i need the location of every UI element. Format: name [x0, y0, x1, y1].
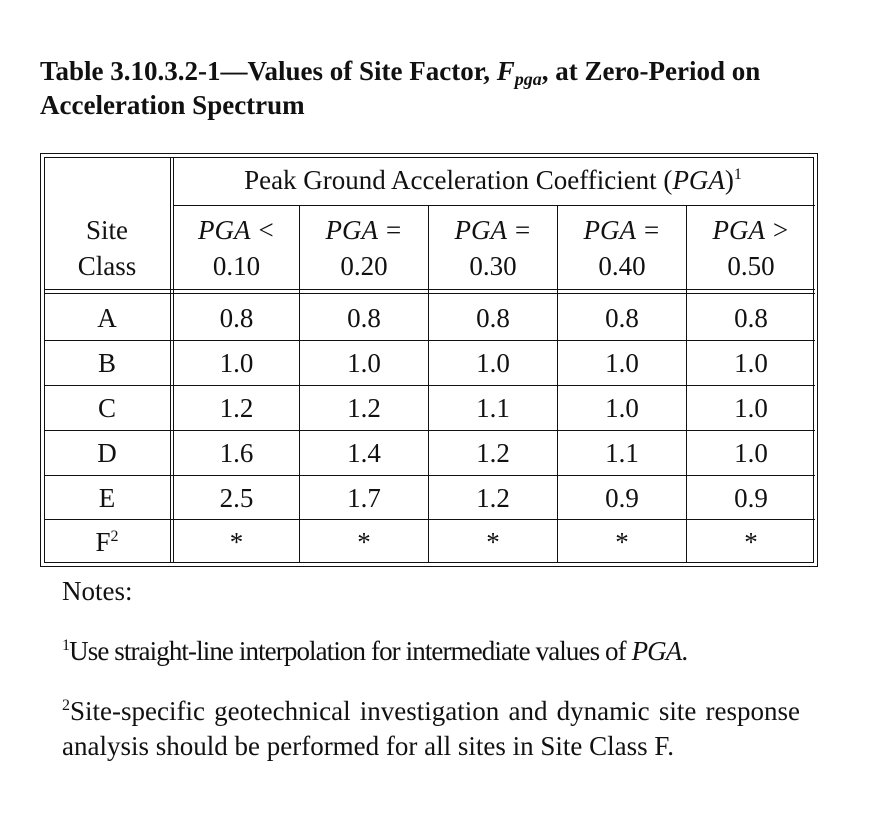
- title-text-start: Table 3.10.3.2-1—Values of Site Factor,: [40, 56, 497, 86]
- note-1: 1Use straight-line interpolation for int…: [62, 634, 688, 669]
- site-factor-value: 1.0: [605, 348, 639, 378]
- note-2-number: 2: [62, 697, 70, 714]
- pga-column-operator: PGA <: [198, 215, 275, 245]
- note-2-text: Site-specific geotechnical investigation…: [62, 696, 800, 761]
- site-factor-value: *: [744, 527, 758, 557]
- site-factor-value: 1.0: [734, 438, 768, 468]
- site-factor-value: 0.8: [347, 303, 381, 333]
- site-factor-value: *: [615, 527, 629, 557]
- site-class-cell: F2: [44, 524, 170, 560]
- column-divider-line: [686, 205, 687, 563]
- notes-heading: Notes:: [62, 576, 133, 606]
- column-divider-line: [299, 205, 300, 563]
- site-class-divider-line: [170, 157, 171, 563]
- header-separator-line: [44, 293, 815, 294]
- site-class-label: D: [97, 438, 117, 468]
- pga-group-header-note: 1: [733, 166, 742, 183]
- site-class-cell: E: [44, 480, 170, 516]
- note-1-text: Use straight-line interpolation for inte…: [69, 636, 632, 666]
- row-divider-line: [44, 340, 815, 341]
- pga-group-header-text: Peak Ground Acceleration Coefficient (: [244, 165, 673, 195]
- site-class-cell: B: [44, 345, 170, 381]
- pga-column-value: 0.50: [727, 251, 775, 281]
- site-factor-value: *: [229, 527, 244, 557]
- site-factor-table: [40, 153, 818, 567]
- site-factor-value: 0.8: [476, 303, 510, 333]
- site-factor-value: *: [357, 527, 371, 557]
- table-title: Table 3.10.3.2-1—Values of Site Factor, …: [40, 54, 840, 122]
- site-factor-value: 1.2: [476, 483, 510, 513]
- note-1-end: .: [681, 636, 688, 666]
- site-class-label: B: [97, 348, 116, 378]
- site-factor-value: 0.8: [219, 303, 254, 333]
- column-divider-line: [428, 205, 429, 563]
- pga-column-value: 0.20: [340, 251, 388, 281]
- site-factor-value: 1.1: [476, 393, 510, 423]
- row-divider-line: [44, 519, 815, 520]
- site-factor-value: 1.2: [476, 438, 510, 468]
- pga-column-operator: PGA =: [325, 215, 403, 245]
- column-divider-line: [557, 205, 558, 563]
- site-factor-value: 1.0: [347, 348, 381, 378]
- site-class-label: F: [95, 527, 111, 557]
- site-factor-value: 1.0: [219, 348, 254, 378]
- site-class-header-line2: Class: [77, 251, 137, 281]
- row-divider-line: [44, 475, 815, 476]
- site-factor-value: 0.9: [605, 483, 639, 513]
- table-inner-border: [44, 157, 814, 563]
- row-divider-line: [44, 430, 815, 431]
- site-factor-value: 0.9: [734, 483, 768, 513]
- site-factor-value: *: [486, 527, 500, 557]
- site-factor-value: 1.1: [605, 438, 639, 468]
- pga-column-operator: PGA >: [712, 215, 790, 245]
- site-class-cell: C: [44, 390, 170, 426]
- site-class-note: 2: [110, 528, 119, 545]
- pga-column-value: 0.10: [212, 251, 261, 281]
- site-class-label: A: [97, 303, 117, 333]
- site-factor-value: 1.0: [734, 348, 768, 378]
- site-factor-value: 1.4: [347, 438, 381, 468]
- site-class-cell: D: [44, 435, 170, 471]
- site-factor-value: 1.2: [347, 393, 381, 423]
- note-1-number: 1: [62, 637, 70, 654]
- site-factor-subscript: pga: [514, 69, 542, 89]
- title-text-end: , at Zero-Period on Acceleration Spectru…: [40, 56, 761, 120]
- site-factor-value: 1.2: [219, 393, 254, 423]
- note-2: 2Site-specific geotechnical investigatio…: [62, 694, 800, 764]
- site-class-label: C: [97, 393, 116, 423]
- pga-group-header: Peak Ground Acceleration Coefficient (PG…: [172, 162, 814, 198]
- pga-column-value: 0.30: [469, 251, 517, 281]
- site-class-divider-line: [173, 157, 174, 563]
- site-factor-value: 1.0: [605, 393, 639, 423]
- pga-group-header-symbol: PGA: [672, 165, 725, 195]
- group-header-underline: [173, 205, 815, 206]
- site-factor-value: 0.8: [734, 303, 768, 333]
- header-separator-line: [44, 289, 815, 290]
- pga-column-operator: PGA =: [583, 215, 661, 245]
- site-factor-symbol: F: [496, 56, 515, 86]
- pga-group-header-end: ): [724, 165, 734, 195]
- site-class-header-line1: Site: [85, 215, 128, 245]
- pga-column-value: 0.40: [598, 251, 646, 281]
- site-factor-value: 0.8: [605, 303, 639, 333]
- row-divider-line: [44, 385, 815, 386]
- note-1-symbol: PGA: [631, 636, 683, 666]
- site-factor-value: 1.0: [476, 348, 510, 378]
- pga-column-operator: PGA =: [454, 215, 532, 245]
- site-factor-value: 1.0: [734, 393, 768, 423]
- site-class-label: E: [98, 483, 116, 513]
- site-factor-value: 2.5: [219, 483, 254, 513]
- site-factor-value: 1.6: [219, 438, 254, 468]
- site-class-cell: A: [44, 300, 170, 336]
- site-factor-value: 1.7: [347, 483, 381, 513]
